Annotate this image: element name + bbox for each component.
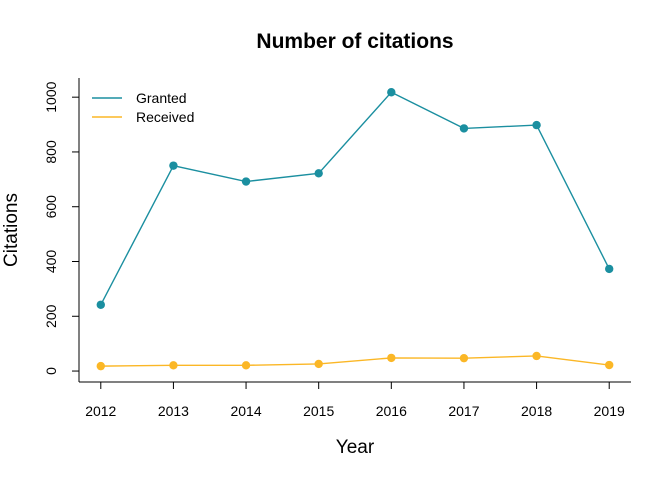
y-tick-label: 1000 <box>43 81 59 112</box>
data-point-received <box>314 359 323 369</box>
x-tick-label: 2016 <box>376 403 407 419</box>
legend-label-received: Received <box>136 109 194 125</box>
y-tick-label: 200 <box>43 304 59 328</box>
data-point-granted <box>96 300 105 309</box>
x-tick-label: 2018 <box>521 403 552 419</box>
y-tick-label: 600 <box>43 195 59 219</box>
data-point-received <box>605 360 614 370</box>
y-tick-label: 0 <box>43 367 59 375</box>
x-axis-title: Year <box>336 437 375 458</box>
x-tick-label: 2012 <box>85 403 116 419</box>
chart-title: Number of citations <box>256 30 453 53</box>
series-line-granted <box>100 91 610 306</box>
series-line-received <box>100 355 610 367</box>
data-point-granted <box>169 161 178 170</box>
x-tick-label: 2019 <box>594 403 625 419</box>
data-point-granted <box>241 177 251 186</box>
x-tick-label: 2015 <box>303 403 334 419</box>
legend-label-granted: Granted <box>136 90 187 106</box>
data-point-granted <box>314 169 323 178</box>
y-axis-title: Citations <box>1 193 22 267</box>
x-axis: 2012 2013 2014 2015 2016 2017 2018 2019 <box>85 382 625 419</box>
x-tick-label: 2014 <box>230 403 261 419</box>
data-point-received <box>459 353 469 363</box>
data-point-granted <box>532 120 541 130</box>
data-point-received <box>532 351 541 361</box>
x-tick-label: 2017 <box>448 403 479 419</box>
data-point-granted <box>459 124 469 133</box>
y-axis: 0 200 400 600 800 1000 <box>43 81 79 375</box>
data-point-received <box>387 353 396 363</box>
y-tick-label: 400 <box>43 250 59 274</box>
y-tick-label: 800 <box>43 140 59 164</box>
x-tick-label: 2013 <box>158 403 189 419</box>
data-point-received <box>241 361 251 370</box>
plot-area <box>96 88 614 371</box>
data-point-granted <box>605 264 614 274</box>
data-point-received <box>96 361 105 371</box>
data-point-granted <box>387 88 396 97</box>
legend: Granted Received <box>92 90 194 125</box>
data-point-received <box>169 361 178 370</box>
